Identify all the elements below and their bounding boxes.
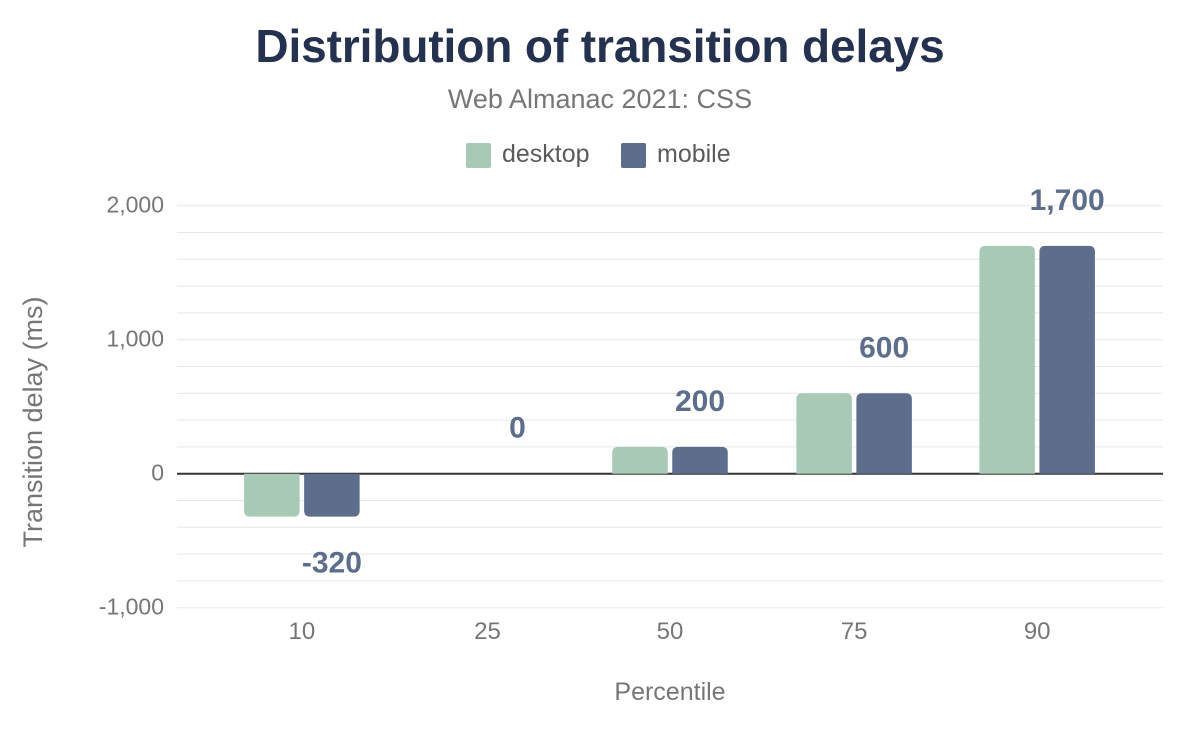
svg-text:50: 50	[657, 618, 684, 645]
svg-text:0: 0	[509, 412, 526, 445]
svg-text:2,000: 2,000	[106, 192, 164, 218]
svg-text:0: 0	[151, 460, 164, 486]
svg-text:600: 600	[859, 331, 909, 364]
svg-text:75: 75	[841, 618, 868, 645]
svg-text:Transition delay (ms): Transition delay (ms)	[18, 296, 48, 547]
svg-text:Percentile: Percentile	[614, 678, 725, 706]
svg-text:200: 200	[675, 385, 725, 418]
svg-text:10: 10	[289, 618, 316, 645]
svg-text:25: 25	[474, 618, 501, 645]
svg-text:-1,000: -1,000	[99, 594, 164, 620]
svg-text:-320: -320	[302, 547, 362, 580]
svg-text:1,000: 1,000	[106, 326, 164, 352]
svg-text:90: 90	[1024, 618, 1051, 645]
svg-text:1,700: 1,700	[1030, 184, 1105, 217]
